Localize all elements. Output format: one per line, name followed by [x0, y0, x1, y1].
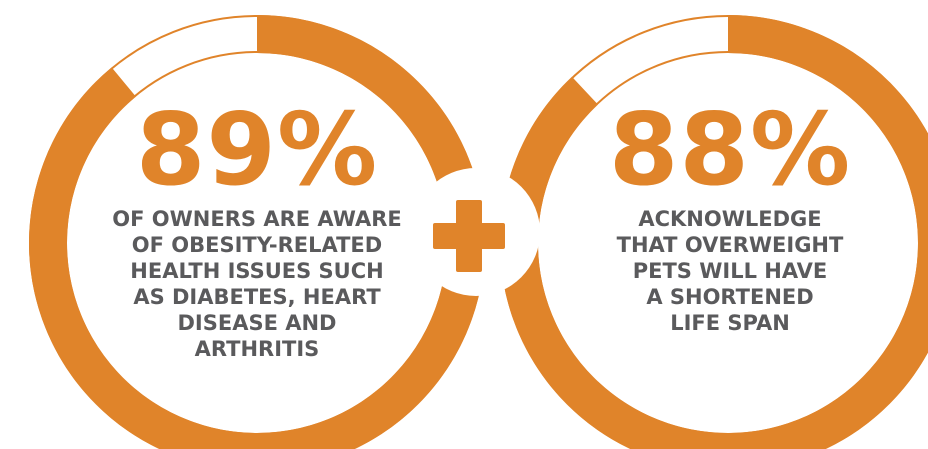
left-stat-line: ARTHRITIS [194, 337, 320, 361]
plus-icon [412, 168, 540, 296]
left-stat-line: OF OBESITY-RELATED [131, 233, 383, 257]
left-stat-line: DISEASE AND [177, 311, 337, 335]
right-ring-fill [500, 15, 928, 449]
left-stat-description: OF OWNERS ARE AWARE OF OBESITY-RELATED H… [62, 206, 452, 362]
right-stat-line: ACKNOWLEDGE [638, 207, 822, 231]
right-stat-percent: 88% [608, 91, 852, 208]
right-stat-description: ACKNOWLEDGE THAT OVERWEIGHT PETS WILL HA… [535, 206, 925, 336]
right-stat-line: PETS WILL HAVE [632, 259, 828, 283]
right-stat-line: LIFE SPAN [670, 311, 790, 335]
left-stat-line: AS DIABETES, HEART [133, 285, 381, 309]
left-stat-percent: 89% [135, 91, 379, 208]
right-stat-line: A SHORTENED [646, 285, 814, 309]
left-stat: 89% OF OWNERS ARE AWARE OF OBESITY-RELAT… [62, 100, 452, 362]
left-stat-line: HEALTH ISSUES SUCH [130, 259, 384, 283]
right-stat: 88% ACKNOWLEDGE THAT OVERWEIGHT PETS WIL… [535, 100, 925, 336]
left-stat-line: OF OWNERS ARE AWARE [112, 207, 402, 231]
right-stat-line: THAT OVERWEIGHT [616, 233, 844, 257]
